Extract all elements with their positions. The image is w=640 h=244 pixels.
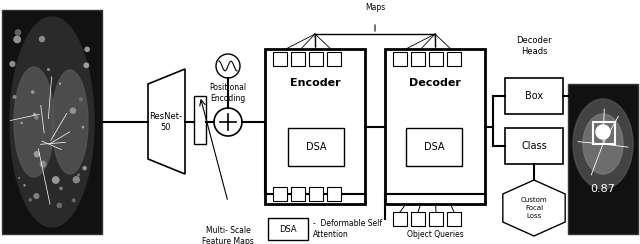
Bar xyxy=(265,49,365,204)
Bar xyxy=(2,10,102,234)
Text: Refined Feature
Maps: Refined Feature Maps xyxy=(345,0,405,12)
Bar xyxy=(327,52,341,66)
Circle shape xyxy=(56,203,62,208)
Text: 0.87: 0.87 xyxy=(591,184,616,194)
Circle shape xyxy=(52,134,55,136)
Circle shape xyxy=(33,193,40,199)
Bar xyxy=(291,52,305,66)
Circle shape xyxy=(70,107,76,114)
Circle shape xyxy=(20,122,23,124)
Circle shape xyxy=(216,54,240,78)
Bar xyxy=(309,52,323,66)
Circle shape xyxy=(72,176,80,183)
Circle shape xyxy=(18,177,20,179)
Circle shape xyxy=(214,108,242,136)
Bar xyxy=(194,96,206,144)
Circle shape xyxy=(79,97,83,101)
Text: DSA: DSA xyxy=(424,142,444,152)
Text: Object Queries: Object Queries xyxy=(406,230,463,239)
Bar xyxy=(273,52,287,66)
Circle shape xyxy=(34,115,38,120)
Bar xyxy=(385,49,485,204)
Circle shape xyxy=(82,126,84,129)
Circle shape xyxy=(33,113,36,116)
Circle shape xyxy=(13,95,17,99)
Bar xyxy=(505,78,563,114)
Text: Class: Class xyxy=(521,141,547,151)
Polygon shape xyxy=(583,114,623,174)
Circle shape xyxy=(77,173,80,176)
Circle shape xyxy=(59,83,61,85)
Circle shape xyxy=(23,184,26,186)
Circle shape xyxy=(31,90,35,94)
Circle shape xyxy=(39,36,45,42)
Polygon shape xyxy=(573,99,633,189)
Circle shape xyxy=(72,198,76,203)
Text: DSA: DSA xyxy=(306,142,326,152)
Bar xyxy=(568,84,638,234)
Text: Custom
Focal
Loss: Custom Focal Loss xyxy=(521,197,547,218)
Text: Decoder
Heads: Decoder Heads xyxy=(516,36,552,56)
Circle shape xyxy=(10,61,15,67)
Circle shape xyxy=(47,68,50,71)
Bar xyxy=(406,128,462,166)
Bar xyxy=(429,212,443,226)
Circle shape xyxy=(34,151,40,157)
Polygon shape xyxy=(10,17,94,227)
Polygon shape xyxy=(503,180,565,236)
Text: ResNet-
50: ResNet- 50 xyxy=(150,112,182,132)
Bar xyxy=(327,187,341,201)
Bar xyxy=(288,128,344,166)
Text: Box: Box xyxy=(525,91,543,101)
Circle shape xyxy=(83,62,89,68)
Bar xyxy=(309,187,323,201)
Text: Encoder: Encoder xyxy=(290,78,340,88)
Text: Multi- Scale
Feature Maps: Multi- Scale Feature Maps xyxy=(202,226,254,244)
Circle shape xyxy=(15,29,21,36)
Circle shape xyxy=(40,161,47,168)
Circle shape xyxy=(13,36,21,43)
Circle shape xyxy=(84,47,90,52)
Bar xyxy=(273,187,287,201)
Polygon shape xyxy=(14,67,54,177)
Bar xyxy=(393,52,407,66)
Bar xyxy=(593,122,614,144)
Circle shape xyxy=(28,198,32,202)
Bar xyxy=(393,212,407,226)
Polygon shape xyxy=(52,70,88,174)
Bar xyxy=(411,212,425,226)
Bar xyxy=(447,52,461,66)
Circle shape xyxy=(83,166,87,170)
Text: Decoder: Decoder xyxy=(409,78,461,88)
Circle shape xyxy=(52,176,60,184)
Polygon shape xyxy=(148,69,185,174)
Text: DSA: DSA xyxy=(279,224,297,234)
Circle shape xyxy=(596,125,610,139)
Circle shape xyxy=(59,186,63,190)
Text: -  Deformable Self
Attention: - Deformable Self Attention xyxy=(313,219,382,239)
Bar xyxy=(447,212,461,226)
Bar xyxy=(268,218,308,240)
Bar xyxy=(505,128,563,164)
Bar xyxy=(429,52,443,66)
Bar xyxy=(291,187,305,201)
Bar xyxy=(411,52,425,66)
Text: Positional
Encoding: Positional Encoding xyxy=(209,83,246,103)
